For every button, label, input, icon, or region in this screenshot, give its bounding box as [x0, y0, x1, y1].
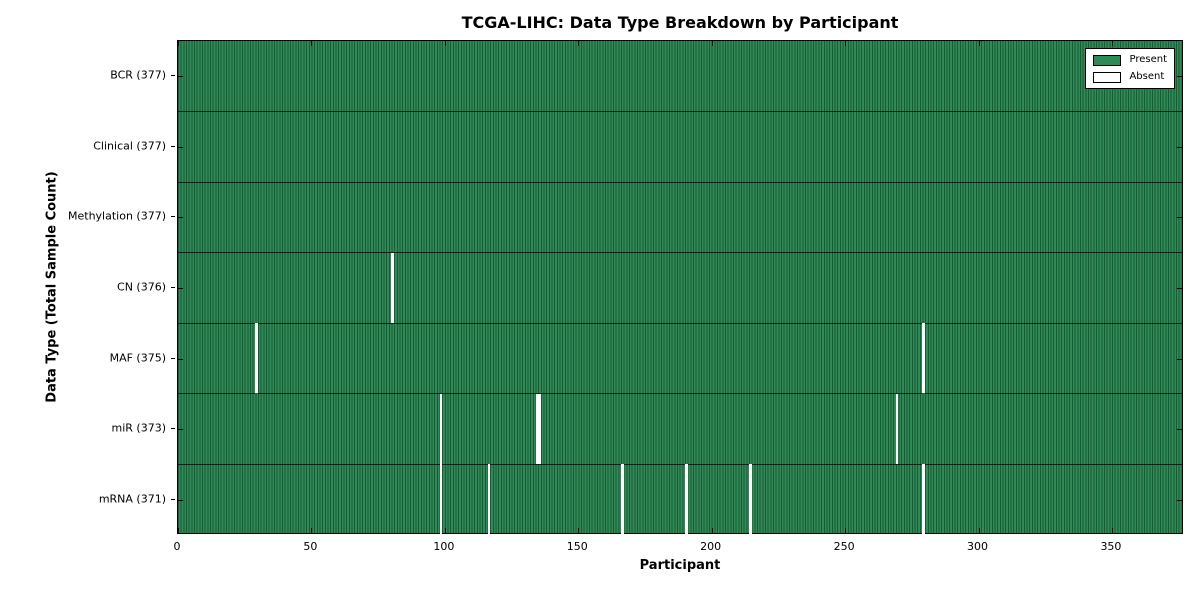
plot-area: Present Absent	[177, 40, 1183, 535]
x-tick-mark	[311, 528, 313, 533]
y-tick-mark	[1177, 499, 1182, 501]
x-tick-mark	[711, 528, 713, 533]
y-tick-dash	[171, 498, 175, 500]
legend-entry-present: Present	[1093, 54, 1167, 66]
x-tick-mark	[978, 41, 980, 46]
row-separator	[178, 252, 1182, 254]
absent-gap-miR-134	[535, 393, 539, 465]
y-tick-label-BCR: BCR (377)	[110, 68, 166, 82]
absent-gap-mRNA-116	[487, 464, 491, 535]
y-tick-mark	[178, 288, 183, 289]
x-tick-mark	[311, 41, 313, 46]
y-tick-label-MAF: MAF (375)	[109, 351, 166, 365]
y-tick-label-Clinical: Clinical (377)	[93, 139, 166, 153]
y-tick-mark	[178, 217, 183, 219]
x-tick-mark	[1111, 41, 1113, 46]
absent-gap-CN-80	[391, 252, 395, 324]
x-tick-label-150: 150	[566, 540, 588, 553]
absent-gap-MAF-279	[922, 323, 926, 394]
y-tick-dash	[171, 287, 175, 288]
y-tick-mark	[1177, 288, 1182, 289]
y-tick-mark	[1177, 217, 1182, 219]
x-axis-title: Participant	[639, 558, 721, 573]
y-tick-dash	[171, 216, 175, 218]
y-tick-mark	[1177, 146, 1182, 148]
legend-swatch-absent	[1093, 71, 1122, 83]
y-tick-mark	[1177, 429, 1182, 431]
absent-gap-mRNA-214	[749, 464, 752, 535]
row-separator	[178, 463, 1182, 465]
x-tick-label-250: 250	[833, 540, 855, 553]
x-tick-mark	[178, 528, 179, 533]
row-separator	[178, 393, 1182, 395]
x-tick-mark	[178, 41, 179, 46]
y-tick-dash	[171, 357, 175, 359]
absent-gap-miR-98	[439, 393, 443, 465]
y-tick-mark	[178, 146, 183, 148]
x-tick-label-50: 50	[303, 540, 318, 553]
x-tick-label-0: 0	[173, 540, 181, 553]
x-tick-mark	[444, 41, 446, 46]
y-tick-mark	[178, 429, 183, 431]
row-separator	[178, 111, 1182, 113]
y-tick-label-mRNA: mRNA (371)	[98, 492, 166, 506]
absent-gap-miR-135	[538, 393, 541, 465]
x-tick-mark	[845, 41, 847, 46]
y-tick-mark	[178, 499, 183, 501]
x-tick-mark	[845, 528, 847, 533]
y-tick-label-miR: miR (373)	[111, 421, 167, 435]
y-tick-mark	[1177, 76, 1182, 78]
y-tick-label-CN: CN (376)	[117, 280, 166, 294]
chart-title: TCGA-LIHC: Data Type Breakdown by Partic…	[461, 13, 899, 32]
y-tick-dash	[171, 428, 175, 430]
y-tick-dash	[171, 145, 175, 147]
y-tick-mark	[178, 76, 183, 78]
y-tick-dash	[171, 75, 175, 77]
legend: Present Absent	[1085, 48, 1175, 89]
x-tick-mark	[711, 41, 713, 46]
row-separator	[178, 322, 1182, 324]
row-separator	[178, 181, 1182, 183]
absent-gap-miR-269	[895, 393, 899, 465]
absent-gap-mRNA-166	[620, 464, 624, 535]
y-tick-mark	[178, 358, 183, 360]
x-tick-label-350: 350	[1100, 540, 1122, 553]
absent-gap-mRNA-98	[439, 464, 443, 535]
x-tick-label-100: 100	[433, 540, 455, 553]
legend-label: Absent	[1129, 71, 1165, 82]
x-tick-mark	[1111, 528, 1113, 533]
y-tick-label-Methylation: Methylation (377)	[68, 209, 166, 223]
legend-label: Present	[1129, 54, 1167, 65]
absent-gap-MAF-29	[255, 323, 259, 394]
y-tick-mark	[1177, 358, 1182, 360]
x-tick-mark	[578, 528, 580, 533]
y-axis-title: Data Type (Total Sample Count)	[44, 171, 60, 403]
x-tick-mark	[978, 528, 980, 533]
x-tick-mark	[444, 528, 446, 533]
legend-entry-absent: Absent	[1093, 71, 1167, 83]
absent-gap-mRNA-190	[685, 464, 688, 535]
x-tick-label-300: 300	[967, 540, 989, 553]
x-tick-label-200: 200	[700, 540, 722, 553]
x-tick-mark	[578, 41, 580, 46]
absent-gap-mRNA-279	[922, 464, 926, 535]
legend-swatch-present	[1093, 54, 1122, 66]
